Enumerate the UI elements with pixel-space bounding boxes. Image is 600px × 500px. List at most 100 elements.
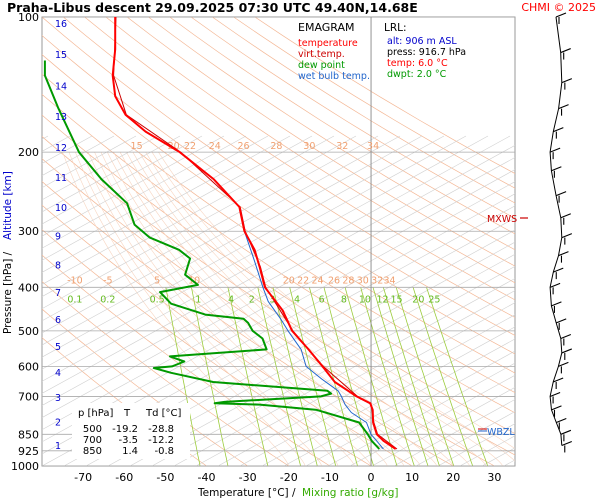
slant-line (42, 135, 423, 346)
altitude-label: 3 (55, 393, 61, 404)
wind-profile-line (549, 16, 563, 446)
dry-adiabat-label: -5 (103, 275, 112, 286)
mixing-ratio-label: 4 (294, 294, 300, 305)
legend-item-virt-temp: virt.temp. (298, 49, 345, 60)
dry-adiabat (148, 17, 515, 251)
dry-adiabat (42, 35, 515, 355)
dry-adiabat-label: 20 (283, 275, 295, 286)
slant-line (107, 241, 515, 466)
levels-table-row-td: -0.8 (154, 446, 174, 457)
mixing-ratio-label: 8 (341, 294, 347, 305)
background-grid: 15 20 22 24 26 28 30 32 34-10 -5 5 10 20 22 24 26 28 30 32… (42, 17, 600, 466)
slant-line (42, 135, 247, 249)
x-tick-label: -60 (115, 471, 133, 484)
altitude-label: 9 (55, 232, 61, 243)
dry-adiabat-label: 32 (336, 141, 348, 152)
slant-line (42, 135, 401, 334)
y-tick-label: 600 (18, 360, 39, 373)
levels-table-row-td: -12.2 (148, 435, 174, 446)
wbzl-label: WBZL (487, 427, 515, 438)
levels-table-header-t: T (123, 408, 131, 419)
slant-line (239, 314, 515, 466)
altitude-label: 11 (55, 173, 67, 184)
wind-barb (552, 377, 564, 383)
x-tick-label: -50 (156, 471, 174, 484)
dry-adiabat-label: 28 (270, 141, 282, 152)
y-tick-label: 300 (18, 225, 39, 238)
slant-line (42, 135, 489, 382)
axes: -70 -60 -50 -40 -30 -20 -10 0 10 20 30 100 200 300 400… (11, 11, 501, 484)
levels-table-row-t: 1.4 (122, 446, 138, 457)
legend-item-dew-point: dew point (298, 60, 345, 71)
dry-adiabat (42, 54, 515, 374)
mxws-label: MXWS (487, 214, 517, 225)
wind-barb (549, 282, 561, 288)
slant-line (371, 387, 515, 466)
y-axis-title-altitude: Altitude [km] (2, 171, 14, 240)
x-axis-title: Temperature [°C] / (197, 487, 296, 499)
levels-table-row-p: 700 (83, 435, 102, 446)
dry-adiabat (190, 17, 515, 219)
slant-line (42, 135, 203, 225)
dry-adiabat-label: 24 (209, 141, 221, 152)
dry-adiabat-label: 28 (342, 275, 354, 286)
wind-barb (551, 405, 562, 411)
mixing-ratio-label: 0.5 (150, 294, 165, 305)
wind-barb (561, 440, 572, 446)
dry-adiabat (126, 17, 515, 267)
lrl-pressure: press: 916.7 hPa (387, 47, 466, 58)
levels-table-header-p: p [hPa] (78, 408, 113, 419)
slant-line (42, 135, 445, 358)
x-tick-label: -40 (198, 471, 216, 484)
wind-barb (561, 348, 572, 354)
wind-barb (560, 429, 572, 435)
mixing-ratio-label: 6 (319, 294, 325, 305)
legend: EMAGRAM temperature virt.temp. dew point… (298, 21, 370, 82)
mixing-ratio-label: 25 (428, 294, 440, 305)
dry-adiabat-label: 32 (371, 275, 383, 286)
wind-barb (551, 301, 562, 307)
x-tick-label: -20 (280, 471, 298, 484)
mixing-ratio-label: 4 (228, 294, 234, 305)
altitude-label: 12 (55, 143, 67, 154)
wind-barb (553, 267, 564, 273)
slant-line (42, 157, 515, 418)
series-temperature (111, 17, 397, 450)
dry-adiabat (63, 17, 515, 318)
dry-adiabat-label: 5 (154, 275, 160, 286)
lrl-dewpoint: dwpt: 2.0 °C (387, 69, 447, 80)
x-axis-title-mixing: Mixing ratio [g/kg] (302, 487, 398, 499)
levels-table-row-td: -28.8 (148, 424, 174, 435)
slant-line (393, 399, 515, 466)
levels-table-row-p: 500 (83, 424, 102, 435)
slant-line (42, 135, 159, 201)
y-tick-label: 1000 (11, 460, 39, 473)
wind-barb (555, 191, 567, 197)
altitude-label: 4 (55, 368, 61, 379)
altitude-label: 10 (55, 203, 67, 214)
mixing-ratio-label: 1 (195, 294, 201, 305)
slant-line (570, 136, 600, 466)
y-tick-label: 100 (18, 11, 39, 24)
y-tick-label: 700 (18, 390, 39, 403)
slant-line (42, 135, 511, 394)
y-tick-label: 400 (18, 281, 39, 294)
altitude-label: 16 (55, 19, 67, 30)
lrl-heading: LRL: (384, 22, 407, 34)
x-tick-label: 20 (446, 471, 460, 484)
slant-line (327, 362, 515, 466)
dry-adiabat-label: 30 (357, 275, 369, 286)
slant-line (42, 135, 335, 297)
slant-line (42, 135, 467, 370)
y-axis-title: Pressure [hPa] / (2, 251, 14, 334)
dry-adiabat-label: 22 (184, 141, 196, 152)
wind-barb (560, 333, 572, 339)
wind-barb (551, 166, 562, 172)
legend-item-wet-bulb: wet bulb temp. (298, 71, 370, 82)
dry-adiabat-label: 22 (297, 275, 309, 286)
slant-line (173, 278, 515, 466)
altitude-label: 5 (55, 342, 61, 353)
legend-heading: EMAGRAM (298, 21, 355, 34)
wind-barbs (549, 12, 573, 453)
series-dew-point (43, 60, 381, 450)
